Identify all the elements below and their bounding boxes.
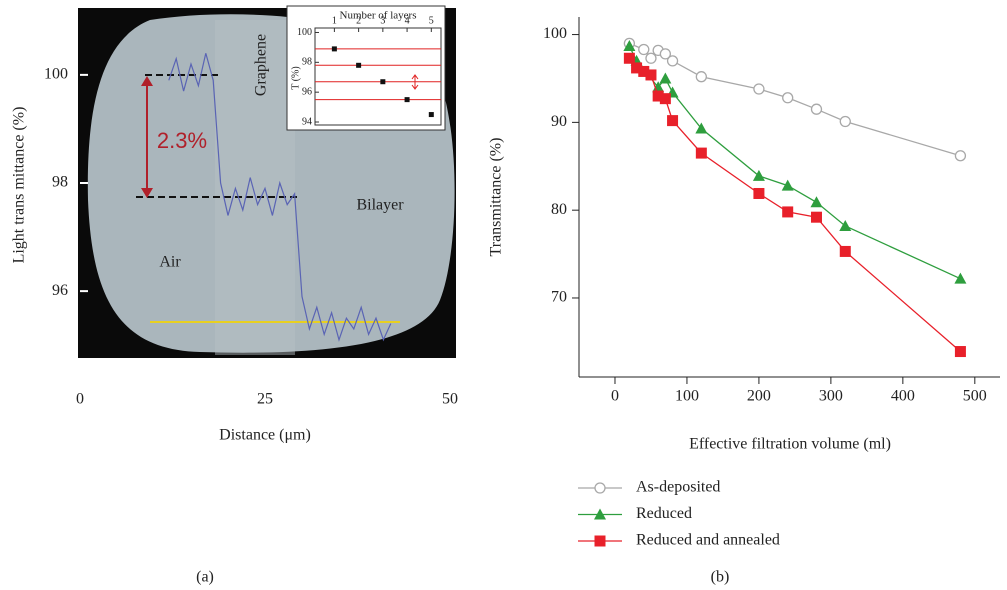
panel-label: (b)	[711, 569, 730, 586]
x-tick-label: 300	[819, 388, 843, 405]
point	[954, 346, 966, 358]
x-tick-label: 3	[380, 15, 385, 26]
legend-marker	[594, 482, 606, 494]
point	[331, 46, 337, 52]
point	[623, 39, 636, 51]
inset-frame	[314, 27, 442, 126]
point	[638, 43, 650, 56]
y-tick-label: 96	[52, 282, 68, 299]
point	[839, 219, 852, 231]
inset-title: Number of layers	[340, 10, 417, 22]
point	[659, 72, 672, 84]
x-tick-label: 5	[429, 15, 434, 26]
inset-box	[286, 5, 446, 131]
legend-label: As-deposited	[636, 479, 720, 496]
x-tick-label: 2	[356, 15, 361, 26]
annotation: 2.3%	[157, 128, 207, 153]
x-axis-label: Distance (μm)	[219, 427, 311, 444]
annotation: Air	[159, 254, 181, 271]
x-axis-label: Effective filtration volume (ml)	[689, 436, 891, 453]
x-tick-label: 4	[405, 15, 410, 26]
y-tick-label: 80	[551, 201, 567, 218]
point	[404, 97, 410, 103]
x-tick-label: 200	[747, 388, 771, 405]
point	[753, 187, 765, 199]
point	[356, 62, 362, 68]
panel-label: (a)	[196, 569, 214, 586]
point	[782, 92, 794, 104]
point	[782, 206, 794, 218]
series-line	[168, 53, 392, 342]
point	[810, 211, 822, 223]
x-tick-label: 400	[891, 388, 915, 405]
annotation: Graphene	[253, 34, 270, 96]
y-tick-label: 70	[551, 289, 567, 306]
y-tick-label: 100	[297, 27, 312, 38]
legend-label: Reduced	[636, 505, 692, 522]
point	[695, 122, 708, 134]
legend-marker	[594, 535, 606, 547]
legend-marker	[594, 508, 606, 520]
point	[380, 79, 386, 85]
point	[659, 48, 672, 60]
point	[695, 147, 707, 159]
y-tick-label: 90	[551, 113, 567, 130]
point	[810, 103, 823, 115]
point	[781, 179, 794, 191]
series-line	[629, 42, 961, 157]
x-tick-label: 100	[675, 388, 699, 405]
legend-label: Reduced and annealed	[636, 532, 780, 549]
series-line	[628, 57, 961, 353]
point	[659, 93, 671, 105]
x-tick-label: 1	[332, 15, 337, 26]
point	[645, 52, 657, 64]
x-tick-label: 25	[257, 391, 273, 408]
point	[645, 69, 657, 81]
point	[753, 83, 765, 95]
point	[652, 81, 665, 93]
point	[631, 62, 643, 74]
x-tick-label: 0	[76, 391, 84, 408]
point	[623, 52, 635, 64]
point	[638, 65, 650, 77]
point	[428, 112, 434, 118]
point	[954, 150, 967, 162]
point	[810, 196, 823, 208]
point	[839, 245, 851, 257]
series-line	[628, 45, 961, 280]
inset-y-label: T (%)	[290, 66, 301, 89]
y-tick-label: 96	[302, 86, 312, 97]
y-tick-label: 94	[302, 116, 312, 127]
point	[695, 71, 707, 83]
x-tick-label: 50	[442, 391, 458, 408]
y-axis-label: Light trans mittance (%)	[11, 107, 28, 264]
point	[666, 55, 679, 67]
point	[652, 90, 664, 102]
point	[954, 272, 967, 284]
y-tick-label: 98	[52, 174, 68, 191]
y-tick-label: 98	[302, 57, 312, 68]
point	[839, 115, 851, 128]
point	[667, 115, 679, 127]
y-axis-label: Transmittance (%)	[488, 138, 505, 257]
x-tick-label: 0	[611, 388, 619, 405]
x-tick-label: 500	[963, 388, 987, 405]
y-tick-label: 100	[44, 66, 68, 83]
point	[752, 169, 765, 181]
y-tick-label: 100	[543, 25, 567, 42]
annotation: Bilayer	[356, 197, 404, 214]
